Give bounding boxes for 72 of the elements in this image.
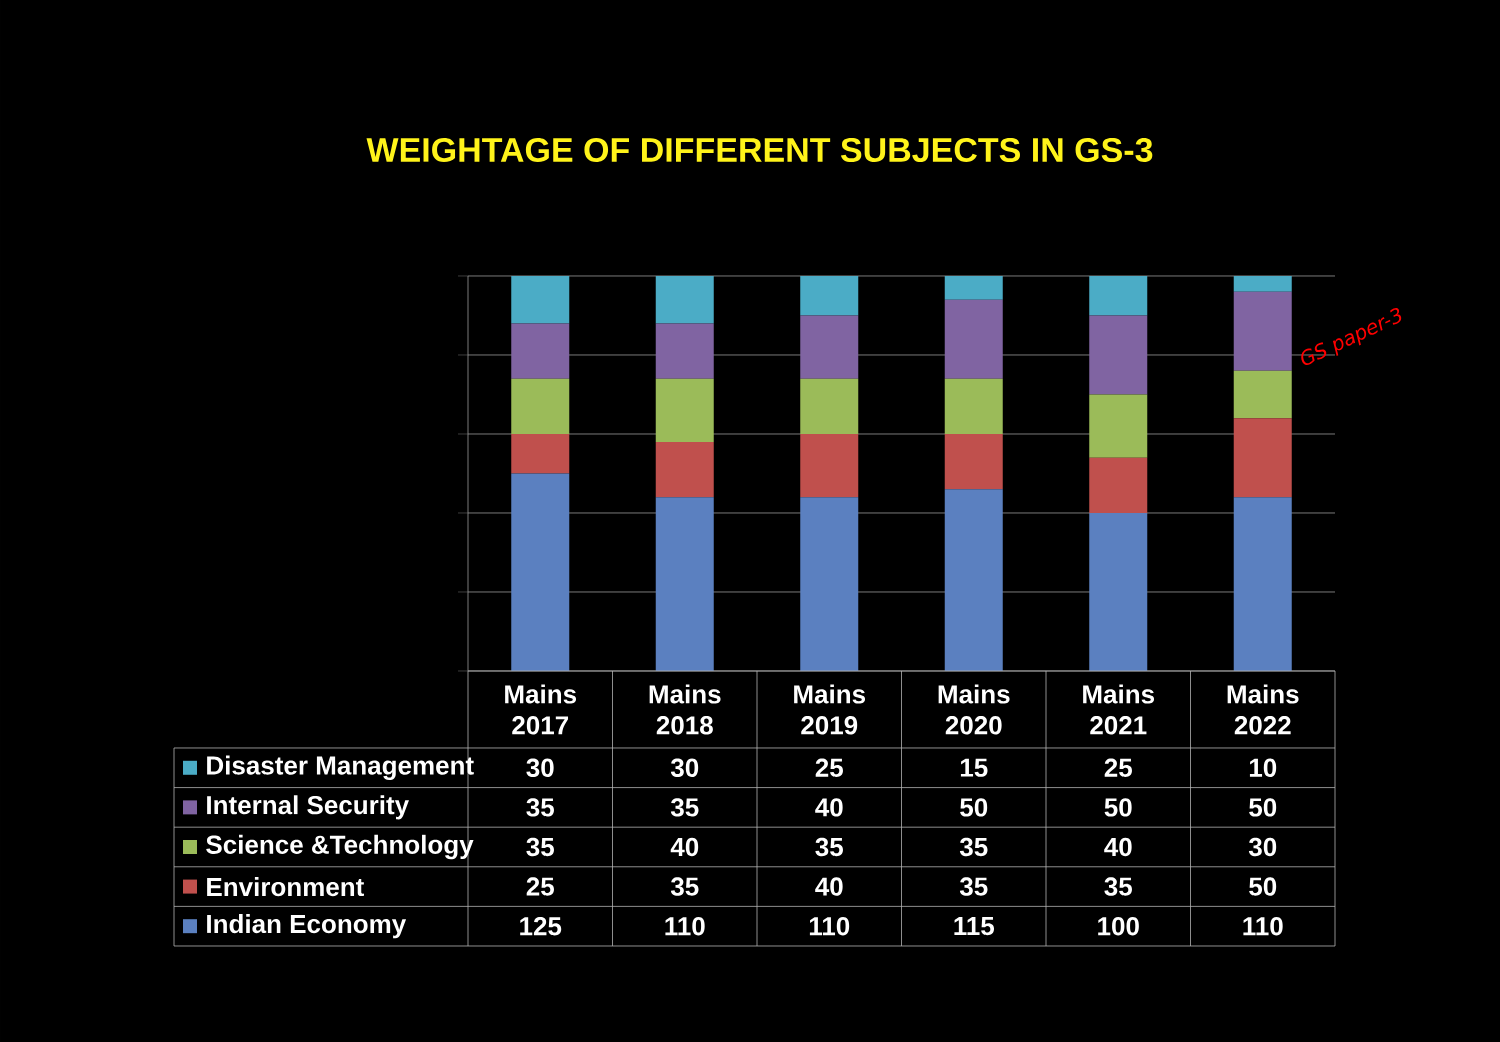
data-label: 35	[815, 837, 843, 857]
legend-label: Internal Security	[207, 795, 409, 820]
bar	[944, 489, 1003, 671]
chart-title: WEIGHTAGE OF DIFFERENT SUBJECTS IN GS-3	[366, 137, 1153, 163]
bar	[655, 497, 714, 671]
data-label: 35	[526, 837, 554, 857]
bar	[800, 433, 859, 498]
bar	[800, 275, 859, 316]
data-label: 25	[815, 758, 843, 777]
data-label: 50	[1104, 798, 1132, 817]
bar	[1233, 370, 1292, 419]
legend-label: Environment	[207, 877, 364, 897]
bar	[511, 433, 570, 474]
x-tick-label: Mains 2019	[794, 684, 866, 735]
data-label: 125	[520, 916, 562, 936]
bar	[944, 275, 1003, 300]
data-label: 35	[670, 877, 699, 896]
bar	[800, 378, 859, 434]
bar	[1089, 275, 1148, 316]
bar	[1089, 512, 1148, 671]
data-label: 50	[960, 798, 988, 817]
data-label: 30	[1248, 837, 1277, 857]
data-label: 35	[959, 837, 988, 857]
data-label: 40	[815, 877, 843, 896]
data-label: 110	[665, 916, 705, 936]
data-label: 115	[954, 917, 995, 936]
bar	[1089, 315, 1148, 395]
data-label: 30	[670, 758, 699, 777]
bar	[944, 378, 1003, 434]
bar	[800, 315, 859, 379]
bar	[1233, 418, 1292, 498]
data-label: 25	[1104, 758, 1132, 777]
data-label: 110	[1243, 916, 1283, 936]
data-label: 25	[526, 877, 554, 896]
x-tick-label: Mains 2018	[649, 684, 721, 735]
data-label: 35	[959, 877, 988, 896]
data-label: 15	[960, 758, 988, 777]
data-label: 40	[1104, 837, 1132, 857]
data-label: 30	[526, 758, 554, 777]
bar	[944, 299, 1003, 379]
legend-label: Science &Technology	[206, 834, 474, 860]
data-label: 50	[1249, 877, 1277, 896]
bar	[655, 441, 714, 498]
data-label: 50	[1249, 798, 1277, 817]
data-label: 10	[1249, 758, 1277, 777]
bar	[655, 323, 714, 379]
bar	[511, 473, 570, 671]
data-label: 35	[1104, 877, 1132, 896]
bar	[1233, 275, 1292, 292]
bar	[1233, 291, 1292, 371]
data-label: 40	[670, 837, 699, 857]
legend-label: Indian Economy	[207, 914, 407, 939]
x-tick-label: Mains 2022	[1227, 684, 1299, 735]
bar	[655, 378, 714, 442]
x-tick-label: Mains 2017	[505, 684, 577, 735]
bar	[511, 378, 570, 434]
x-tick-label: Mains 2020	[938, 684, 1010, 735]
bar	[511, 275, 570, 324]
data-label: 110	[809, 916, 850, 936]
data-label: 35	[670, 798, 699, 817]
data-label: 40	[815, 798, 843, 817]
data-label: 35	[526, 798, 554, 817]
bar	[944, 433, 1003, 490]
x-tick-label: Mains 2021	[1083, 684, 1155, 735]
data-label: 100	[1098, 916, 1139, 936]
bar	[655, 275, 714, 324]
bar	[1233, 497, 1292, 671]
bar	[1089, 394, 1148, 458]
bar	[1089, 457, 1148, 513]
bar	[800, 497, 859, 671]
legend-label: Disaster Management	[207, 755, 474, 780]
bar	[511, 323, 570, 379]
